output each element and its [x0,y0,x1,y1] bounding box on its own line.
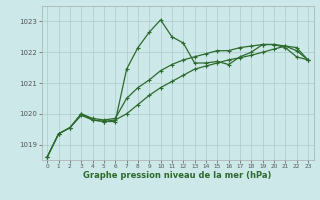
X-axis label: Graphe pression niveau de la mer (hPa): Graphe pression niveau de la mer (hPa) [84,171,272,180]
